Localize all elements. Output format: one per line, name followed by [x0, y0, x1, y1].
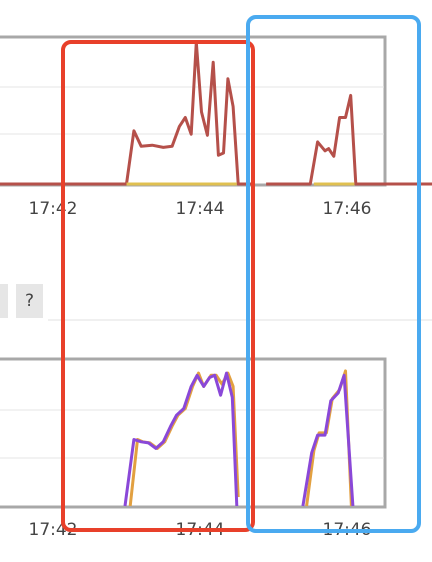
bottom-chart: 17:42 17:44 17:46	[0, 357, 387, 540]
top-chart-series-red-line	[0, 40, 252, 186]
bottom-chart-series-purple-line	[301, 373, 355, 507]
top-chart-x-tick-label: 17:42	[29, 199, 78, 219]
top-chart-x-tick-label: 17:44	[176, 199, 225, 219]
toolbar-button-stub[interactable]	[0, 284, 8, 318]
red-highlight-box	[61, 40, 255, 532]
top-chart-series-red-line	[266, 93, 432, 186]
bottom-chart-series-group	[123, 369, 355, 507]
top-chart-x-ticks: 17:42 17:44 17:46	[29, 199, 372, 219]
top-chart-x-tick-label: 17:46	[323, 199, 372, 219]
bottom-chart-series-purple-line	[123, 371, 239, 507]
help-button[interactable]: ?	[16, 284, 43, 318]
top-chart-series-group	[0, 40, 432, 186]
blue-highlight-box	[246, 15, 421, 533]
